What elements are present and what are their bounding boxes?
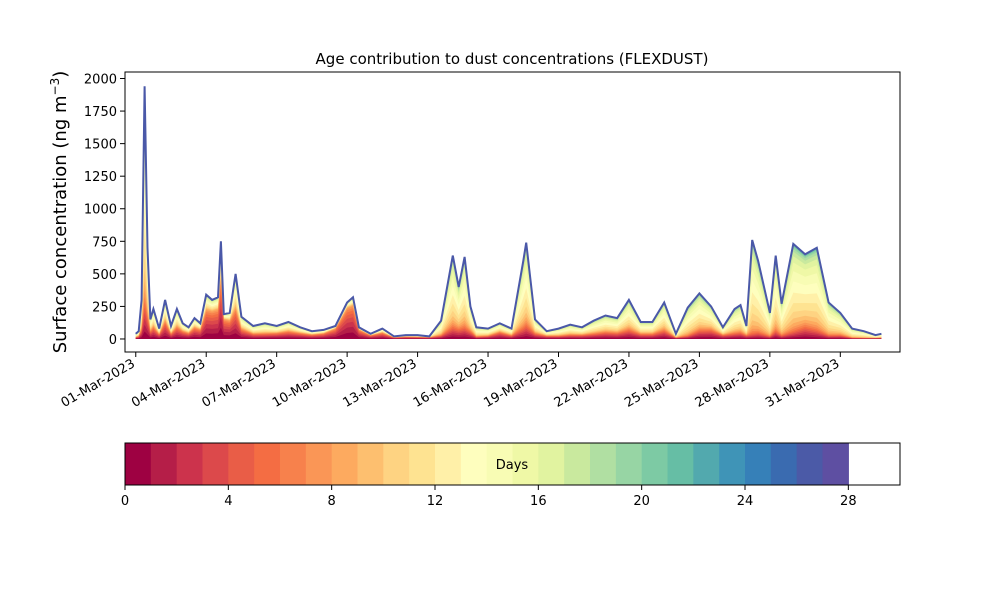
colorbar-cell: [435, 443, 462, 485]
colorbar-cell: [254, 443, 281, 485]
y-tick-label: 500: [92, 268, 117, 283]
colorbar-cell: [512, 443, 539, 485]
y-axis-label: Surface concentration (ng m−3): [48, 71, 71, 354]
age-layer-27-28-days: [135, 86, 882, 339]
y-axis: 0 250 500 750 1000 1250 1500 1750 2000: [84, 73, 125, 348]
colorbar-cell: [615, 443, 643, 485]
colorbar-cell: [409, 443, 436, 485]
age-layer-21-22-days: [135, 88, 882, 340]
colorbar-tick-label: 20: [633, 494, 650, 509]
colorbar-cell: [667, 443, 694, 485]
x-tick-label: 13-Mar-2023: [340, 356, 419, 410]
age-layer-20-21-days: [135, 90, 882, 339]
y-tick-label: 2000: [84, 73, 117, 88]
y-tick-label: 0: [109, 333, 117, 348]
colorbar-cell: [125, 443, 152, 485]
x-tick-label: 31-Mar-2023: [763, 356, 842, 410]
colorbar-tick-label: 16: [530, 494, 547, 509]
colorbar-tick-label: 12: [427, 494, 444, 509]
colorbar-cell: [486, 443, 514, 485]
colorbar-tick-label: 8: [328, 494, 336, 509]
x-axis: 01-Mar-202304-Mar-202307-Mar-202310-Mar-…: [59, 352, 842, 411]
x-tick-label: 28-Mar-2023: [693, 356, 772, 410]
colorbar-tick-label: 28: [840, 494, 857, 509]
colorbar-cell: [176, 443, 204, 485]
colorbar-cells: [125, 443, 849, 485]
age-layer-26-27-days: [135, 86, 882, 340]
age-layer-24-25-days: [135, 86, 882, 339]
colorbar-cell: [796, 443, 824, 485]
colorbar-cell: [564, 443, 591, 485]
colorbar-label: Days: [496, 458, 529, 473]
colorbar-cell: [280, 443, 307, 485]
colorbar-cell: [383, 443, 410, 485]
y-tick-label: 750: [92, 235, 117, 250]
x-tick-label: 16-Mar-2023: [411, 356, 490, 410]
x-tick-label: 10-Mar-2023: [270, 356, 349, 410]
colorbar-cell: [202, 443, 229, 485]
age-layer-23-24-days: [135, 87, 882, 339]
colorbar-cell: [770, 443, 798, 485]
age-layer-18-19-days: [135, 98, 882, 339]
age-layer-19-20-days: [135, 93, 882, 339]
age-layer-16-17-days: [135, 116, 882, 339]
colorbar-frame: [124, 442, 901, 486]
x-tick-label: 25-Mar-2023: [622, 356, 701, 410]
x-tick-label: 04-Mar-2023: [129, 356, 208, 410]
total-concentration-line: [135, 86, 882, 338]
age-layer-25-26-days: [135, 86, 882, 339]
axes-frame: [124, 71, 901, 353]
y-tick-label: 1750: [84, 105, 117, 120]
x-tick-label: 07-Mar-2023: [200, 356, 279, 410]
colorbar-cell: [150, 443, 178, 485]
colorbar-cell: [538, 443, 565, 485]
colorbar-cell: [590, 443, 617, 485]
colorbar-cell: [693, 443, 720, 485]
y-tick-label: 1000: [84, 203, 117, 218]
colorbar-ticks: 0 4 8 12 16 20 24 28: [121, 485, 857, 509]
colorbar: Days 0 4 8 12 16 20 24 28: [121, 442, 901, 509]
age-layer-0-1-days: [135, 327, 882, 339]
colorbar-cell: [305, 443, 333, 485]
plot-area: [124, 71, 901, 353]
chart-title: Age contribution to dust concentrations …: [316, 50, 709, 68]
age-layer-22-23-days: [135, 87, 882, 339]
colorbar-cell: [822, 443, 849, 485]
x-tick-label: 22-Mar-2023: [552, 356, 631, 410]
y-tick-label: 1500: [84, 138, 117, 153]
x-tick-label: 19-Mar-2023: [481, 356, 560, 410]
colorbar-cell: [460, 443, 488, 485]
colorbar-cell: [357, 443, 384, 485]
colorbar-cell: [641, 443, 669, 485]
colorbar-tick-label: 4: [224, 494, 232, 509]
colorbar-tick-label: 24: [737, 494, 754, 509]
colorbar-cell: [719, 443, 746, 485]
colorbar-tick-label: 0: [121, 494, 129, 509]
y-axis-label-superscript: −3: [48, 78, 62, 96]
y-tick-label: 250: [92, 300, 117, 315]
x-tick-label: 01-Mar-2023: [59, 356, 138, 410]
age-layer-17-18-days: [135, 105, 882, 339]
colorbar-cell: [745, 443, 772, 485]
y-tick-label: 1250: [84, 170, 117, 185]
colorbar-cell: [331, 443, 359, 485]
y-axis-label-close: ): [50, 71, 71, 78]
stacked-area-layers: [135, 86, 882, 340]
colorbar-cell: [228, 443, 255, 485]
